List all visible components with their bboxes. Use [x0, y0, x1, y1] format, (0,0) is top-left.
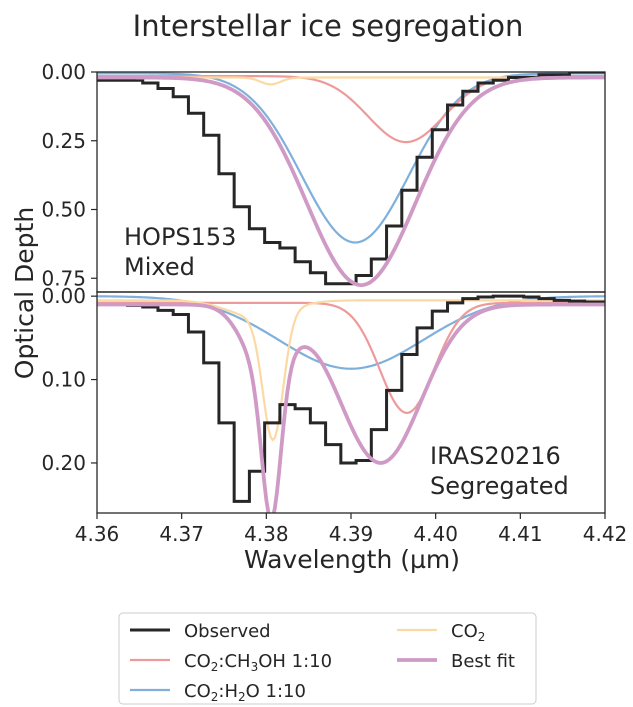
annotation-line: Mixed	[124, 253, 195, 281]
y-tick-label: 0.75	[41, 266, 86, 290]
legend-label-subscript: 3	[251, 660, 259, 674]
chart-title: Interstellar ice segregation	[133, 9, 524, 43]
legend-label: Best fit	[451, 651, 515, 672]
x-tick-label: 4.40	[413, 522, 458, 546]
x-axis: 4.36 4.37 4.38 4.39 4.40 4.41 4.42	[75, 513, 628, 546]
y-tick-label: 0.20	[41, 451, 86, 475]
y-tick-label: 0.50	[41, 198, 86, 222]
x-tick-label: 4.36	[75, 522, 120, 546]
panel-2-annotation: IRAS20216 Segregated	[430, 442, 569, 500]
series-line-bestfit	[97, 75, 605, 288]
legend-label-part: OH 1:10	[258, 651, 332, 672]
x-tick-label: 4.42	[583, 522, 628, 546]
legend-label-subscript: 2	[211, 690, 219, 704]
panel-1: 0.00 0.25 0.50 0.75 HOPS153 Mixed	[41, 60, 606, 293]
series-line-observed	[97, 294, 605, 503]
y-tick-label: 0.25	[41, 129, 86, 153]
annotation-line: Segregated	[430, 472, 569, 500]
y-tick-label: 0.00	[41, 284, 86, 308]
series-line-observed	[97, 72, 605, 286]
x-axis-label: Wavelength (µm)	[244, 545, 460, 574]
legend-label: CO2:H2O 1:10	[184, 681, 306, 704]
legend-label-subscript: 2	[211, 660, 219, 674]
legend-item-ch3oh: CO2:CH3OH 1:10	[130, 651, 332, 674]
series-line-co2	[97, 299, 605, 442]
legend-label: CO2:CH3OH 1:10	[184, 651, 332, 674]
legend-label-part: CO	[451, 621, 478, 642]
y-tick-label: 0.00	[41, 60, 86, 84]
y-axis-label: Optical Depth	[10, 207, 39, 379]
legend-label-part: CO	[184, 681, 211, 702]
legend-item-bestfit: Best fit	[397, 651, 515, 672]
legend-label-part: CO	[184, 651, 211, 672]
legend-label-subscript: 2	[238, 690, 246, 704]
series-line-h2o	[97, 295, 605, 370]
x-tick-label: 4.37	[159, 522, 204, 546]
legend-item-observed: Observed	[130, 621, 271, 642]
legend-label-part: :H	[218, 681, 238, 702]
panel-1-annotation: HOPS153 Mixed	[124, 223, 236, 281]
x-tick-label: 4.39	[329, 522, 374, 546]
plot-panels: 0.00 0.25 0.50 0.75 HOPS153 Mixed 0.00 0.10 0.20…	[41, 60, 627, 546]
series-line-bestfit	[97, 302, 605, 513]
annotation-line: IRAS20216	[430, 442, 561, 470]
x-tick-label: 4.38	[244, 522, 289, 546]
legend-label: CO2	[451, 621, 485, 644]
panel-2-series	[97, 294, 605, 513]
y-tick-label: 0.10	[41, 368, 86, 392]
series-line-ch3oh	[97, 75, 605, 144]
legend-label: Observed	[184, 621, 271, 642]
legend-label-part: Observed	[184, 621, 271, 642]
legend-label-subscript: 2	[478, 630, 486, 644]
legend-frame	[118, 612, 537, 705]
legend-item-co2: CO2	[397, 621, 485, 644]
legend-label-part: O 1:10	[246, 681, 306, 702]
legend-label-part: Best fit	[451, 651, 515, 672]
legend-label-part: :CH	[218, 651, 250, 672]
panel-1-series	[97, 72, 605, 288]
panel-2: 0.00 0.10 0.20 IRAS20216 Segregated	[41, 284, 606, 514]
annotation-line: HOPS153	[124, 223, 236, 251]
series-line-h2o	[97, 72, 605, 244]
series-line-ch3oh	[97, 301, 605, 414]
x-tick-label: 4.41	[498, 522, 543, 546]
legend-item-h2o: CO2:H2O 1:10	[130, 681, 306, 704]
